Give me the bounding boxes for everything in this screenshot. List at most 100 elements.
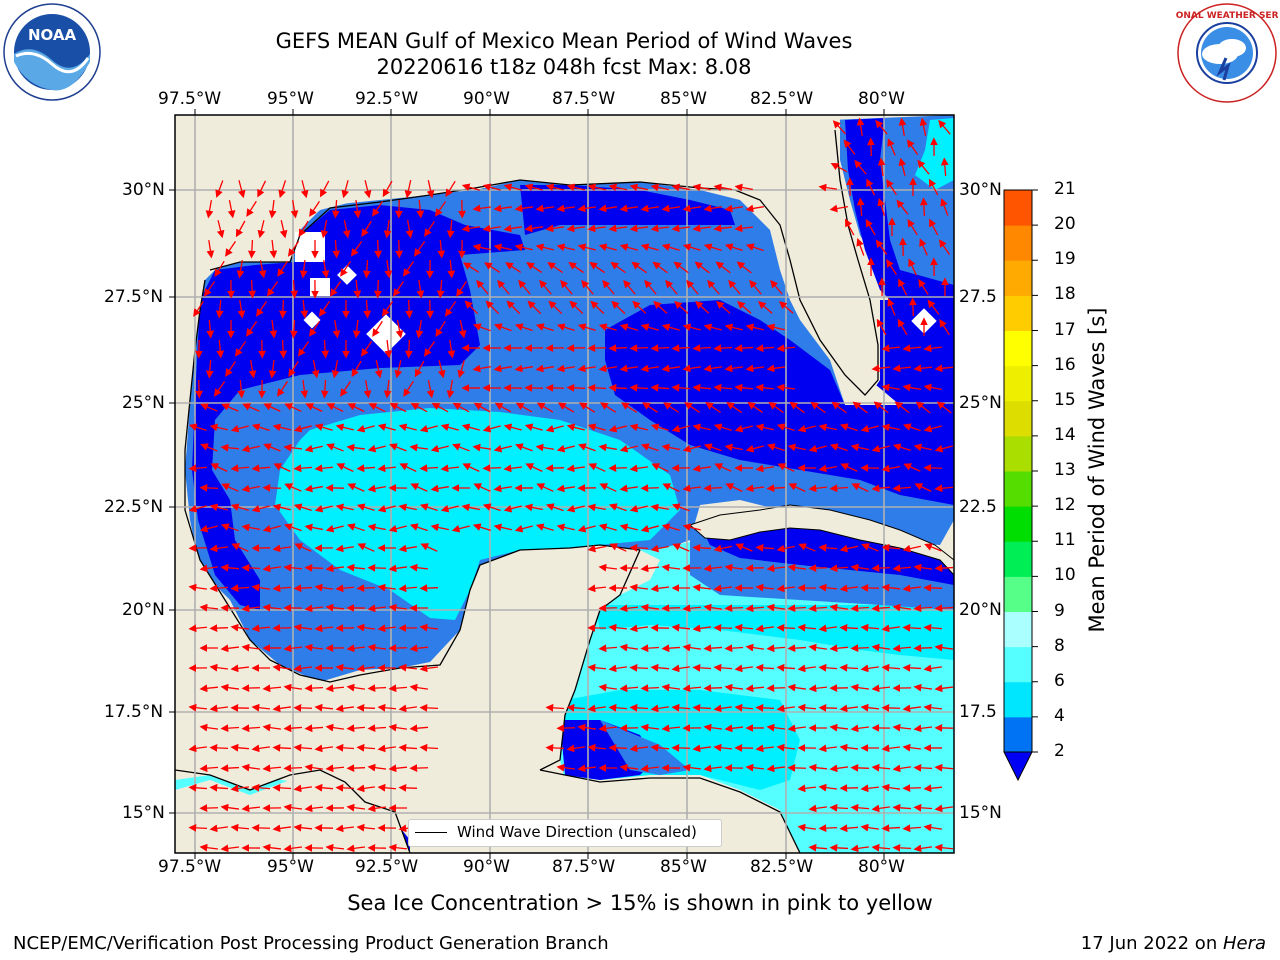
wind-arrow <box>241 643 261 652</box>
wind-arrow <box>896 199 909 215</box>
wind-arrow <box>850 763 870 772</box>
wind-arrow <box>220 443 240 452</box>
wind-arrow <box>388 603 408 612</box>
florida-land-fill <box>760 130 878 395</box>
wind-arrow <box>902 824 922 833</box>
wind-arrow <box>216 220 225 239</box>
wind-arrow <box>913 763 933 772</box>
colorbar-tick-label: 2 <box>1054 741 1065 761</box>
wind-arrow <box>798 543 816 552</box>
wind-arrow <box>283 683 303 692</box>
wind-arrow <box>598 204 618 213</box>
wind-arrow <box>682 643 702 652</box>
wind-arrow <box>724 443 743 452</box>
wind-arrow <box>749 279 762 295</box>
wind-arrow <box>650 704 670 713</box>
wind-arrow <box>608 424 627 433</box>
tick-marks <box>169 109 885 859</box>
wind-arrow <box>852 401 868 414</box>
wind-arrow <box>934 643 954 652</box>
wind-arrow <box>493 484 513 493</box>
wind-arrow <box>566 383 586 392</box>
wind-arrow <box>766 764 786 773</box>
wind-arrow <box>209 663 229 672</box>
wind-arrow <box>892 603 912 612</box>
wind-arrow <box>902 743 922 752</box>
colorbar-extend-triangle <box>1003 751 1033 782</box>
wind-arrow <box>230 823 250 832</box>
wind-arrow <box>662 483 680 492</box>
wind-arrow <box>789 401 805 414</box>
wind-arrow <box>755 624 775 633</box>
wind-arrow <box>268 359 277 379</box>
wind-arrow <box>220 803 240 812</box>
lon-label-top: 82.5°W <box>750 89 814 109</box>
wind-arrow <box>241 604 261 613</box>
wind-arrow <box>388 843 408 852</box>
wind-arrow <box>384 339 393 359</box>
wind-arrow <box>619 604 639 613</box>
wind-arrow <box>650 183 669 192</box>
wind-arrow <box>587 503 606 512</box>
wind-arrow <box>776 544 795 553</box>
wind-arrow <box>300 180 309 199</box>
wind-arrow <box>650 544 669 553</box>
wind-arrow <box>619 444 638 453</box>
wind-arrow <box>332 239 341 259</box>
wind-arrow <box>913 563 933 572</box>
wind-arrow <box>623 279 636 295</box>
lon-label-bottom: 87.5°W <box>552 857 616 877</box>
wind-arrow <box>314 624 334 633</box>
wind-arrow <box>587 224 607 233</box>
wind-arrow <box>629 224 649 233</box>
wind-arrow <box>363 180 372 199</box>
wind-arrow <box>276 381 289 397</box>
wind-arrow <box>493 323 512 332</box>
wind-arrow <box>506 300 521 315</box>
wind-arrow <box>776 383 796 392</box>
wind-arrow <box>876 318 887 336</box>
wind-arrow <box>892 764 912 773</box>
wind-arrow <box>703 723 723 732</box>
wind-arrow <box>272 824 292 833</box>
wind-arrow <box>902 623 922 632</box>
wind-arrow <box>608 743 628 752</box>
wind-arrow <box>703 443 722 452</box>
wind-arrow <box>237 180 246 199</box>
wind-arrow <box>273 463 291 472</box>
colorbar-bin <box>1004 260 1032 296</box>
wind-arrow <box>293 743 313 752</box>
wind-arrow <box>518 279 531 295</box>
colorbar-bin <box>1004 471 1032 507</box>
wind-arrow <box>797 784 817 793</box>
wind-arrow <box>692 464 712 473</box>
wind-arrow <box>923 784 943 793</box>
wind-arrow <box>703 644 723 653</box>
wind-arrow <box>755 663 775 672</box>
wind-arrow <box>545 384 565 392</box>
wind-arrow <box>356 503 375 512</box>
wind-arrow <box>724 364 744 373</box>
wind-arrow <box>787 563 807 572</box>
wind-arrow <box>850 604 870 613</box>
wind-arrow <box>810 401 826 414</box>
wind-arrow <box>939 319 950 336</box>
wind-arrow <box>871 364 891 373</box>
wind-arrow <box>692 744 712 753</box>
wind-arrow <box>203 281 216 297</box>
wind-arrow <box>587 344 607 352</box>
wind-arrow <box>934 444 953 453</box>
wind-arrow <box>881 783 901 792</box>
colorbar-bin <box>1004 225 1032 261</box>
wind-arrow <box>325 723 345 732</box>
wind-arrow <box>902 584 922 593</box>
wind-arrow <box>713 383 733 392</box>
wind-arrow <box>599 402 617 413</box>
wind-arrow <box>860 823 880 832</box>
wind-arrow <box>419 623 439 632</box>
lat-label-left: 27.5°N <box>104 287 164 307</box>
wind-arrow <box>225 360 236 377</box>
wind-arrow <box>777 463 795 472</box>
wind-arrow <box>325 684 345 693</box>
map-frame <box>174 114 955 854</box>
